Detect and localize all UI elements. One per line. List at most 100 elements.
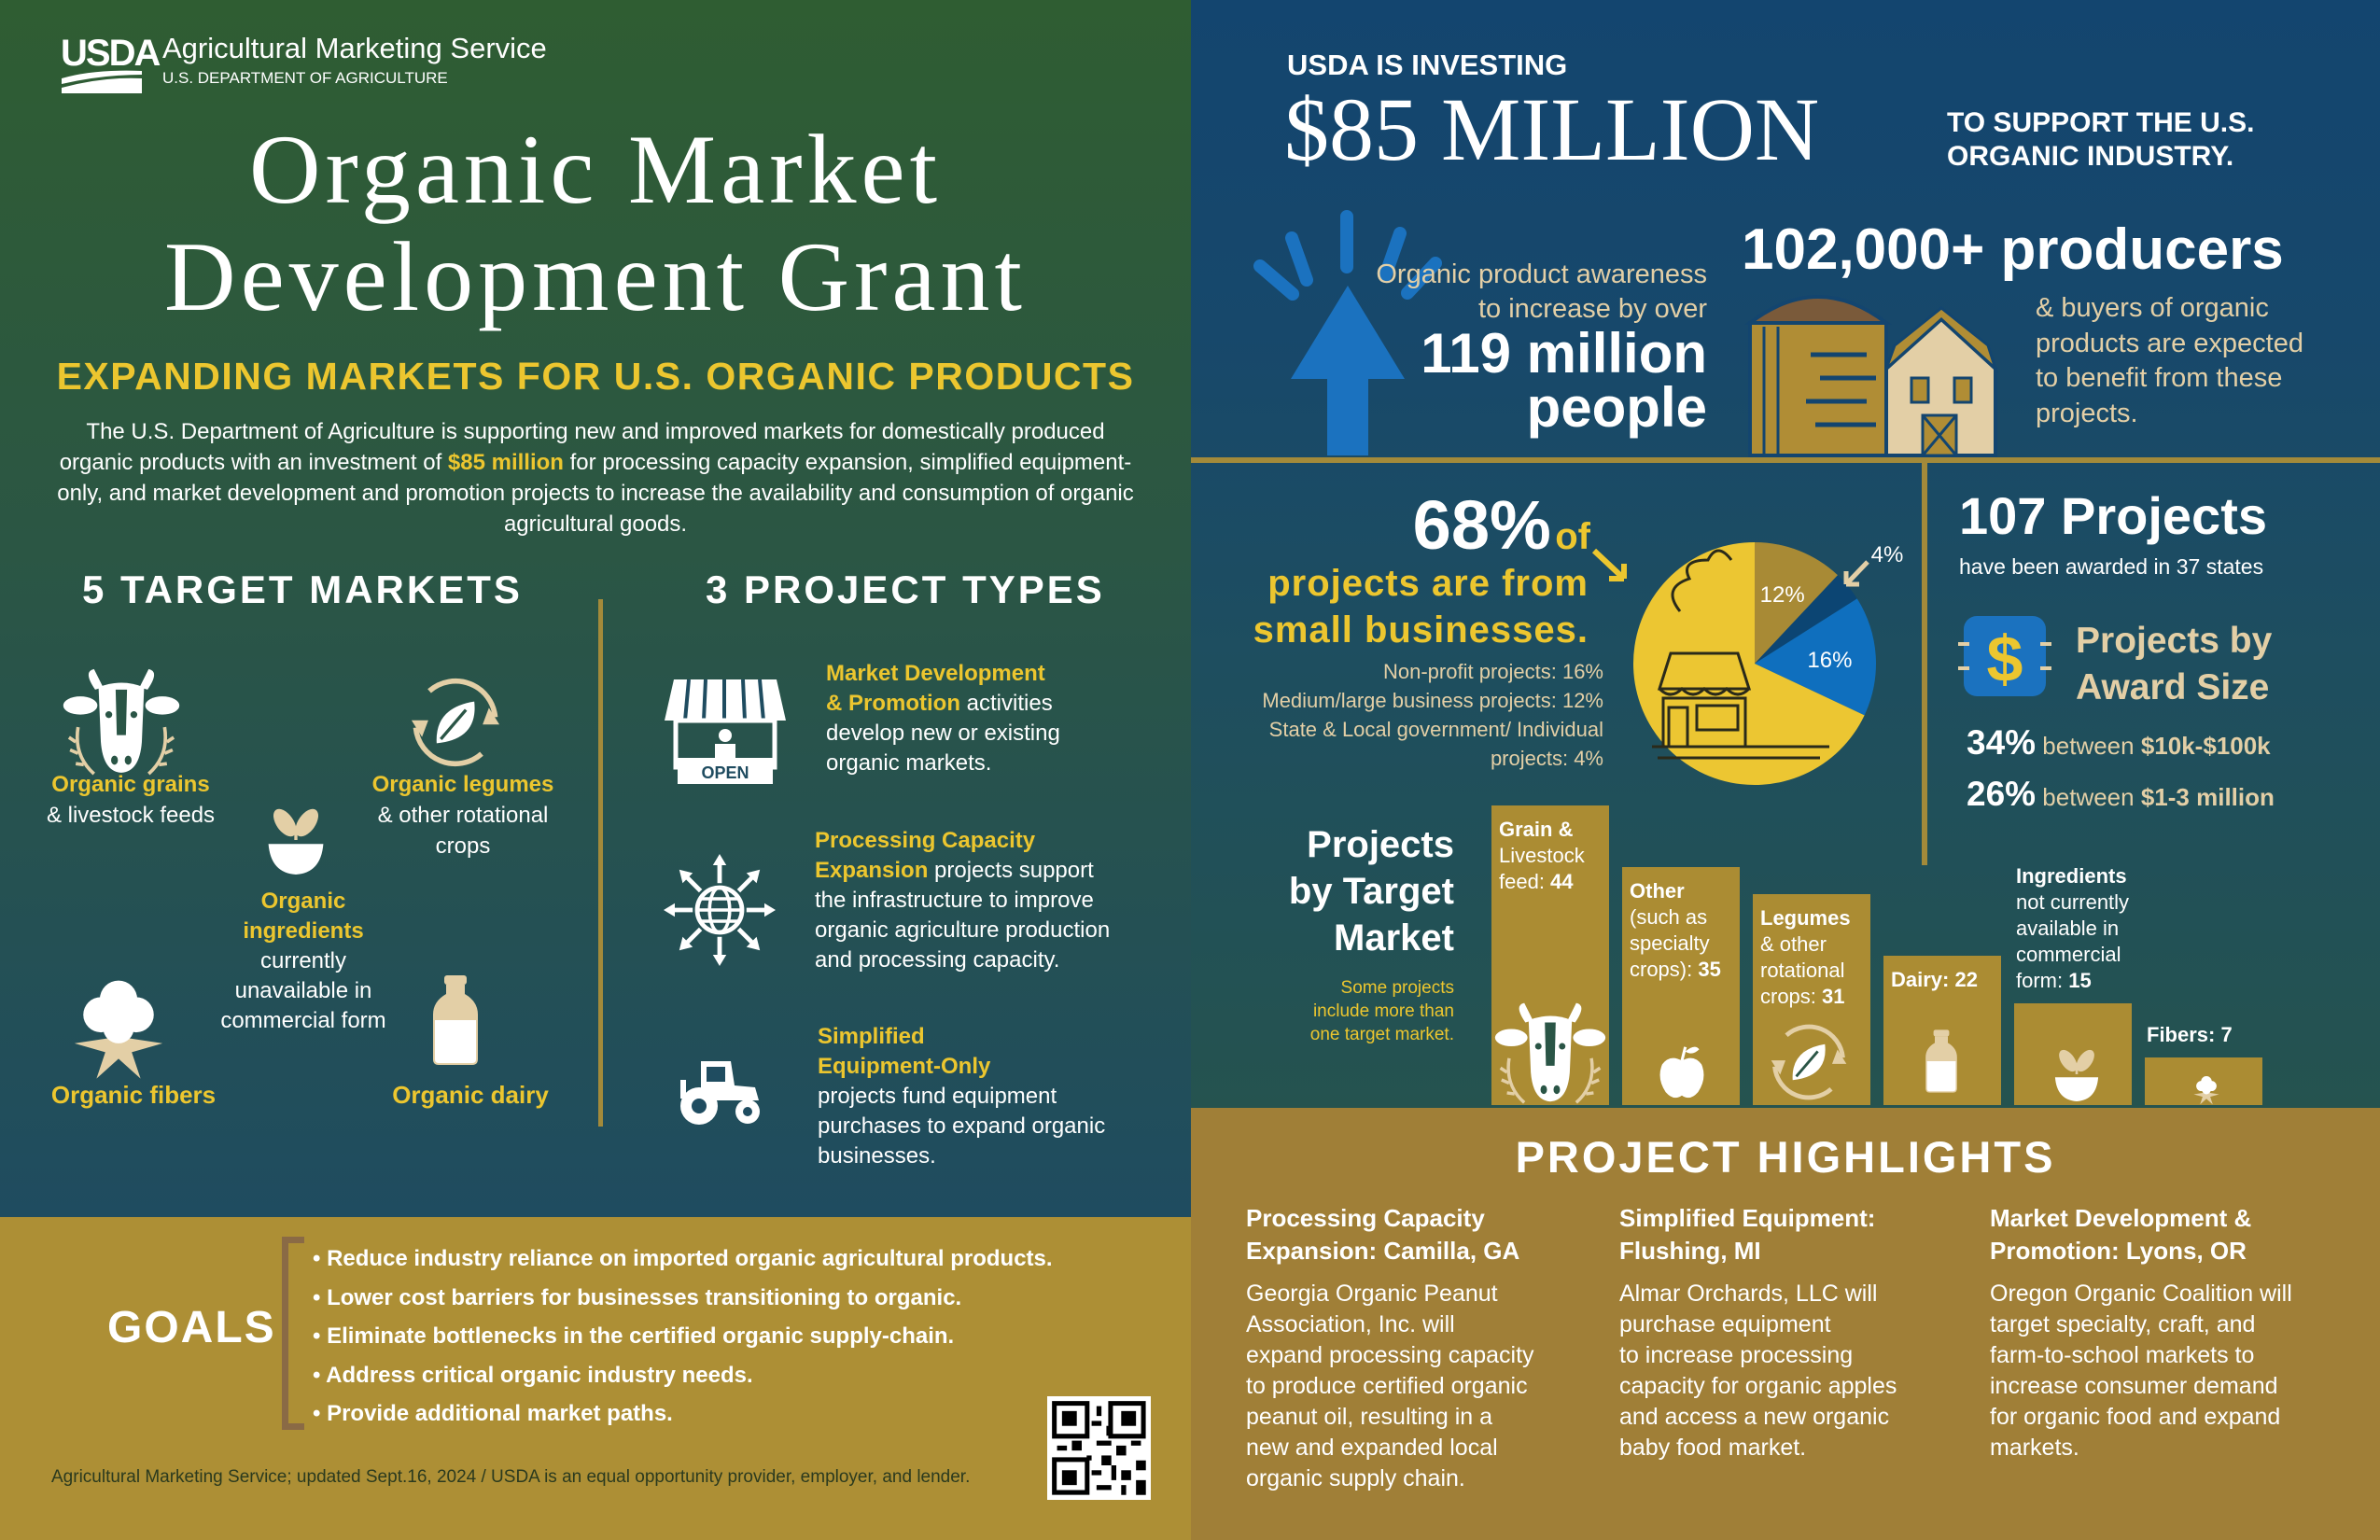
- highlight-text: Equipment-Only: [818, 1054, 991, 1079]
- market-grains: Organic grains & livestock feeds: [19, 769, 243, 831]
- text-line: Organic fibers: [21, 1081, 245, 1110]
- body-text: projects fund equipment: [818, 1084, 1057, 1109]
- text-line: • Reduce industry reliance on imported o…: [313, 1246, 1053, 1271]
- investment-amount: $85 MILLION: [1284, 79, 1820, 179]
- text-line: Market Development &: [1990, 1204, 2252, 1232]
- highlight-title: Processing Capacity Expansion: Camilla, G…: [1246, 1202, 1534, 1267]
- highlight-text: Organic legumes: [371, 772, 554, 797]
- investing-kicker: USDA IS INVESTING: [1287, 49, 1568, 81]
- text-line: Processing Capacity: [815, 826, 1110, 856]
- highlights-heading: PROJECT HIGHLIGHTS: [1515, 1132, 2056, 1182]
- text-line: to benefit from these: [2036, 363, 2283, 393]
- text-line: products are expected: [2036, 328, 2303, 358]
- text-line: ORGANIC INDUSTRY.: [1947, 141, 2234, 172]
- body-text: the infrastructure to improve: [815, 888, 1094, 913]
- producers-text: & buyers of organic products are expected…: [2036, 291, 2303, 431]
- text-line: and processing capacity.: [815, 945, 1110, 975]
- text-line: by Target: [1288, 871, 1454, 912]
- body-text: organic agriculture production: [815, 917, 1111, 943]
- highlight-text: Processing Capacity: [815, 828, 1036, 853]
- highlight-text: Organic: [260, 889, 346, 914]
- text-line: Organic legumes: [342, 769, 584, 800]
- text-line: Projects: [1307, 824, 1454, 865]
- small-business-stat: 68% of: [1213, 485, 1590, 565]
- text-line: to produce certified organic: [1246, 1373, 1528, 1399]
- bar-label: Legumes & other rotational crops: 31: [1760, 905, 1867, 1010]
- body-text: currently: [259, 948, 347, 973]
- text-line: & buyers of organic: [2036, 293, 2269, 323]
- business-breakdown: Non-profit projects: 16% Medium/large bus…: [1120, 657, 1603, 773]
- text-line: projects are from: [1267, 563, 1589, 604]
- text-line: organic agriculture production: [815, 916, 1110, 945]
- target-chart-title: Projects by Target Market: [1213, 821, 1454, 961]
- text-line: peanut oil, resulting in a: [1246, 1404, 1493, 1430]
- text-line: to increase processing: [1619, 1342, 1854, 1368]
- text-line: & other rotational: [342, 800, 584, 831]
- text-line: • Provide additional market paths.: [313, 1401, 673, 1426]
- text-line: Processing Capacity: [1246, 1204, 1485, 1232]
- award-pct: 26%: [1967, 775, 2037, 813]
- bar-category: Dairy:: [1891, 967, 1950, 991]
- intro-paragraph: The U.S. Department of Agriculture is su…: [51, 416, 1140, 539]
- text-line: Expansion: Camilla, GA: [1246, 1237, 1520, 1265]
- highlight-card: Simplified Equipment: Flushing, MI Almar …: [1619, 1202, 1897, 1463]
- text-line: Promotion: Lyons, OR: [1990, 1237, 2247, 1265]
- qr-code[interactable]: [1047, 1396, 1151, 1500]
- body-text: & other rotational: [377, 803, 549, 828]
- intro-text: The U.S. Department of Agriculture is su…: [59, 419, 1105, 475]
- producers-headline: 102,000+ producers: [1742, 217, 2284, 282]
- text-line: & Promotion activities: [826, 689, 1060, 719]
- type-market-development: Market Development & Promotion activities…: [826, 659, 1060, 778]
- projects-sub: have been awarded in 37 states: [1959, 554, 2264, 579]
- project-types-heading: 3 PROJECT TYPES: [706, 567, 1105, 611]
- title-line: Organic Market: [248, 115, 943, 224]
- text-line: ingredients: [187, 917, 420, 946]
- highlight-text: & Promotion: [826, 691, 960, 716]
- text-line: Equipment-Only: [818, 1052, 1105, 1082]
- bar-label: Ingredients not currently available in c…: [2016, 863, 2156, 994]
- target-chart-note: Some projects include more than one target…: [1213, 976, 1454, 1046]
- bar-value: 35: [1698, 957, 1721, 981]
- award-size-title: Projects by Award Size: [2076, 618, 2272, 711]
- text-line: Projects by: [2076, 621, 2273, 661]
- highlight-body: Almar Orchards, LLC will purchase equipme…: [1619, 1279, 1897, 1463]
- goals-bracket: [282, 1237, 304, 1430]
- bar-category: Fibers:: [2147, 1022, 2216, 1046]
- text-line: crops: [342, 831, 584, 861]
- market-legumes: Organic legumes & other rotational crops: [342, 769, 584, 861]
- small-business-text: projects are from small businesses.: [1120, 560, 1589, 653]
- highlight-text: ingredients: [243, 918, 364, 944]
- footer-text: Agricultural Marketing Service; updated …: [51, 1467, 971, 1487]
- body-text: develop new or existing: [826, 721, 1060, 746]
- text-line: Simplified: [818, 1022, 1105, 1052]
- body-text: purchases to expand organic: [818, 1113, 1106, 1139]
- text-line: Expansion projects support: [815, 856, 1110, 886]
- highlight-text: Market Development: [826, 661, 1045, 686]
- type-processing-capacity: Processing Capacity Expansion projects su…: [815, 826, 1110, 975]
- bar-label: Dairy: 22: [1891, 967, 1997, 993]
- text-line: target specialty, craft, and: [1990, 1311, 2256, 1337]
- award-between: between: [2042, 732, 2135, 760]
- award-between: between: [2042, 783, 2135, 811]
- bar-category: Other: [1630, 878, 1685, 903]
- divider: [1922, 460, 1927, 865]
- text-line: for organic food and expand: [1990, 1404, 2281, 1430]
- text-line: projects.: [2036, 398, 2138, 428]
- text-line: and access a new organic: [1619, 1404, 1890, 1430]
- text-line: farm-to-school markets to: [1990, 1342, 2255, 1368]
- bar-category: Grain &: [1499, 818, 1574, 841]
- divider: [598, 599, 603, 1127]
- small-business-pct: 68%: [1412, 486, 1551, 564]
- bar-category: & other rotational crops:: [1760, 931, 1845, 1008]
- bar-value: 31: [1822, 984, 1845, 1008]
- text-line: Almar Orchards, LLC will: [1619, 1281, 1878, 1307]
- award-row: 26% between $1-3 million: [1967, 770, 2275, 821]
- text-line: & livestock feeds: [19, 800, 243, 831]
- text-line: TO SUPPORT THE U.S.: [1947, 107, 2255, 138]
- text-line: Market: [1334, 917, 1454, 959]
- text-line: commercial form: [187, 1006, 420, 1036]
- highlight-text: Expansion: [815, 858, 929, 883]
- divider: [1191, 457, 2380, 463]
- text-line: markets.: [1990, 1435, 2079, 1461]
- awareness-text: Organic product awareness to increase by …: [1240, 258, 1707, 327]
